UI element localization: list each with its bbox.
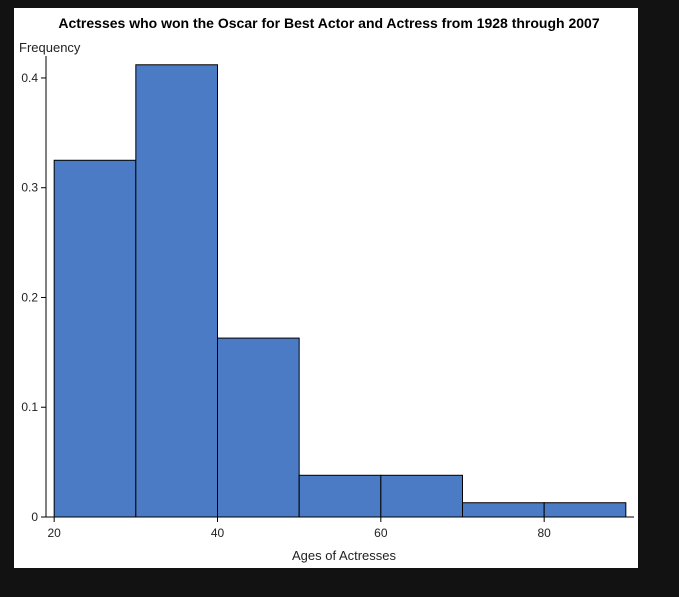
x-axis-label: Ages of Actresses <box>292 548 397 563</box>
axes-group: 0 0.1 0.2 0.3 0.4 20 40 60 80 <box>21 56 634 540</box>
y-tick-label: 0 <box>31 510 38 524</box>
histogram-bar-6 <box>543 502 627 518</box>
bars-group <box>53 64 627 518</box>
histogram-bar-0 <box>53 159 137 518</box>
y-tick-label: 0.1 <box>21 400 38 414</box>
chart-panel: Actresses who won the Oscar for Best Act… <box>14 8 638 568</box>
y-tick-label: 0.2 <box>21 290 38 304</box>
x-tick-label: 60 <box>374 526 388 540</box>
histogram-bar-1 <box>135 64 218 518</box>
y-tick-label: 0.3 <box>21 181 38 195</box>
x-tick-label: 20 <box>47 526 61 540</box>
y-tick-label: 0.4 <box>21 71 38 85</box>
histogram-bar-3 <box>298 474 382 518</box>
x-tick-label: 80 <box>537 526 551 540</box>
histogram-bar-5 <box>462 502 545 518</box>
histogram-bar-4 <box>380 474 464 518</box>
histogram-chart: Actresses who won the Oscar for Best Act… <box>19 15 634 563</box>
x-tick-label: 40 <box>211 526 225 540</box>
chart-title: Actresses who won the Oscar for Best Act… <box>58 15 599 31</box>
histogram-bar-2 <box>217 337 300 518</box>
y-axis-label: Frequency <box>19 40 81 55</box>
